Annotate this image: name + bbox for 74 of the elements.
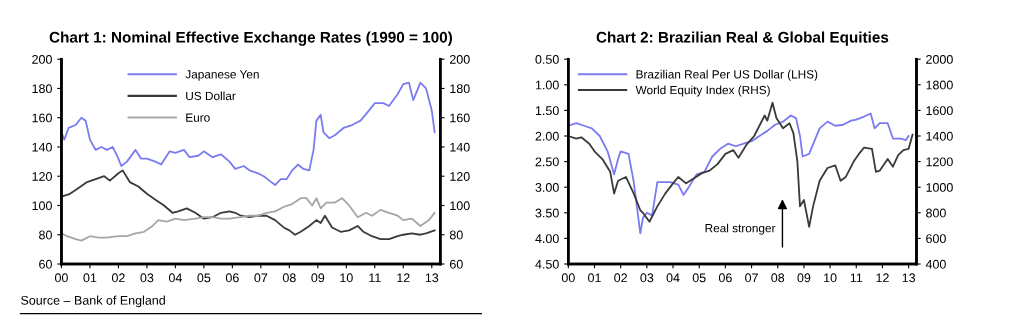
x-tick-label: 00 — [561, 273, 575, 283]
x-tick-label: 03 — [640, 273, 654, 283]
y-tick-label: 160 — [32, 113, 52, 123]
y2-tick-label: 180 — [450, 84, 470, 94]
y-tick-label: 4.00 — [535, 234, 559, 244]
y2-tick-label: 1800 — [926, 80, 953, 90]
y-tick-label: 200 — [32, 55, 52, 64]
legend-label: World Equity Index (RHS) — [635, 85, 770, 97]
y2-tick-label: 120 — [450, 172, 470, 181]
x-tick-label: 12 — [397, 273, 410, 283]
x-tick-label: 02 — [614, 273, 627, 283]
legend-label: Euro — [186, 113, 210, 122]
x-tick-label: 05 — [692, 273, 706, 283]
line-series — [61, 81, 436, 186]
x-tick-label: 06 — [718, 273, 732, 283]
y-tick-label: 2.00 — [535, 131, 559, 141]
x-tick-label: 11 — [369, 273, 381, 283]
annotation: Real stronger — [705, 223, 776, 235]
y2-tick-label: 600 — [926, 234, 946, 244]
chart-title: Chart 1: Nominal Effective Exchange Rates (1990 = 100) — [49, 31, 453, 46]
y-tick-label: 100 — [32, 201, 52, 211]
x-tick-label: 06 — [225, 273, 239, 283]
legend-label: US Dollar — [186, 91, 236, 101]
y-tick-label: 1.00 — [535, 80, 559, 90]
x-tick-label: 03 — [140, 273, 154, 283]
x-tick-label: 08 — [771, 273, 785, 283]
x-tick-label: 01 — [83, 273, 97, 283]
y-tick-label: 0.50 — [535, 55, 559, 64]
x-tick-label: 09 — [311, 273, 325, 283]
y-tick-label: 180 — [32, 84, 52, 94]
y2-tick-label: 160 — [450, 113, 470, 123]
y2-tick-label: 200 — [449, 55, 470, 64]
x-tick-label: 10 — [824, 273, 837, 283]
line-series — [61, 169, 436, 241]
x-tick-label: 01 — [588, 273, 601, 283]
legend-label: Brazilian Real Per US Dollar (LHS) — [636, 69, 818, 81]
y2-tick-label: 60 — [449, 259, 463, 269]
x-tick-label: 07 — [254, 273, 268, 283]
y-tick-label: 60 — [39, 259, 52, 269]
y2-tick-label: 140 — [450, 142, 470, 152]
y-tick-label: 80 — [39, 230, 52, 240]
y-tick-label: 140 — [32, 142, 52, 152]
x-tick-label: 08 — [282, 273, 296, 283]
source-note: Source – Bank of England — [21, 295, 165, 308]
y2-tick-label: 2000 — [926, 55, 953, 64]
x-tick-label: 10 — [340, 273, 353, 283]
y2-tick-label: 1200 — [926, 157, 953, 167]
line-series — [61, 197, 436, 242]
x-tick-label: 09 — [797, 273, 811, 283]
y-tick-label: 1.50 — [535, 106, 559, 116]
chart-title: Chart 2: Brazilian Real & Global Equities — [596, 31, 889, 46]
y-tick-label: 3.50 — [535, 208, 559, 218]
x-tick-label: 12 — [876, 273, 889, 283]
y-tick-label: 120 — [32, 172, 52, 181]
x-tick-label: 05 — [197, 273, 211, 283]
x-tick-label: 04 — [666, 273, 680, 283]
y2-tick-label: 100 — [450, 201, 470, 211]
y2-tick-label: 80 — [449, 230, 463, 240]
x-tick-label: 02 — [111, 273, 125, 283]
y-tick-label: 2.50 — [535, 157, 559, 167]
x-tick-label: 13 — [902, 273, 916, 283]
y2-tick-label: 800 — [926, 208, 946, 218]
x-tick-label: 07 — [745, 273, 758, 283]
legend-label: Japanese Yen — [185, 70, 259, 81]
x-tick-label: 11 — [850, 273, 863, 283]
x-tick-label: 13 — [425, 273, 439, 283]
y-tick-label: 4.50 — [535, 259, 559, 269]
y2-tick-label: 1000 — [926, 183, 953, 192]
y-tick-label: 3.00 — [535, 183, 559, 192]
y2-tick-label: 1400 — [926, 131, 953, 141]
x-tick-label: 04 — [168, 273, 182, 283]
x-tick-label: 00 — [54, 273, 68, 283]
y2-tick-label: 1600 — [926, 106, 953, 116]
y2-tick-label: 400 — [925, 259, 946, 269]
